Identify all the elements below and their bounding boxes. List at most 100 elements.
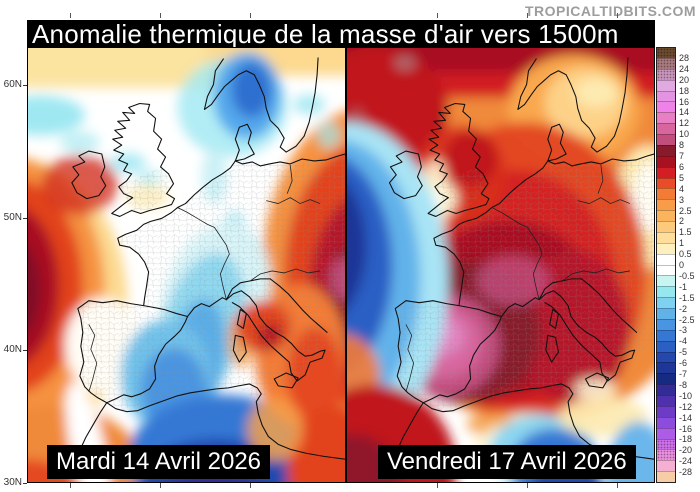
colorbar-label: -28: [679, 467, 693, 478]
colorbar-cell: [657, 177, 675, 189]
colorbar-cell: [657, 123, 675, 134]
title-banner: Anomalie thermique de la masse d'air ver…: [27, 20, 655, 48]
lon-tick-mark: [250, 483, 251, 488]
colorbar-label: 24: [679, 63, 690, 74]
lon-tick-mark: [617, 13, 618, 18]
lon-tick-mark: [160, 483, 161, 488]
page-title: Anomalie thermique de la masse d'air ver…: [32, 20, 619, 48]
colorbar-cell: [657, 112, 675, 124]
map-field-left: [28, 48, 345, 482]
colorbar-cell: [657, 90, 675, 102]
colorbar-cell: [657, 395, 675, 406]
colorbar-cell: [657, 318, 675, 330]
colorbar-label: 1: [679, 238, 685, 249]
latitude-axis: 60N 50N 40N 30N: [0, 0, 27, 492]
colorbar-label: -3: [679, 325, 688, 336]
colorbar-label: -10: [679, 390, 693, 401]
colorbar-cell: [657, 264, 675, 276]
colorbar-label: 7: [679, 151, 685, 161]
colorbar-label: -1.5: [679, 292, 695, 303]
colorbar-label: -6: [679, 358, 688, 369]
lat-label: 60N: [3, 79, 22, 90]
colorbar-label: -16: [679, 423, 693, 434]
colorbar-label: 12: [679, 118, 690, 129]
colorbar-cell: [657, 79, 675, 91]
colorbar-label: 6: [679, 161, 685, 172]
colorbar-label: 8: [679, 140, 685, 151]
colorbar-cell: [657, 373, 675, 385]
colorbar: [656, 47, 676, 483]
lon-tick-mark: [70, 13, 71, 18]
colorbar-cell: [657, 460, 675, 472]
colorbar-label: 10: [679, 129, 690, 140]
colorbar-label: 28: [679, 52, 690, 63]
colorbar-label: 4: [679, 183, 685, 194]
map-panel-left: [27, 47, 346, 483]
map-panel-right: [346, 47, 655, 483]
lat-tick-mark: [23, 85, 27, 86]
colorbar-cell: [657, 101, 675, 113]
colorbar-cell: [657, 275, 675, 287]
colorbar-label: 5: [679, 172, 685, 183]
colorbar-label: -7: [679, 369, 688, 379]
colorbar-cell: [657, 155, 675, 167]
map-field-right: [347, 48, 654, 482]
colorbar-cell: [657, 384, 675, 395]
colorbar-label: 2: [679, 216, 685, 227]
colorbar-label: -2: [679, 303, 688, 314]
colorbar-label: -0.5: [679, 270, 695, 281]
colorbar-label: -14: [679, 412, 693, 423]
colorbar-label: -4: [679, 336, 688, 347]
colorbar-cell: [657, 438, 675, 450]
colorbar-label: -12: [679, 401, 693, 412]
lon-tick-mark: [617, 483, 618, 488]
colorbar-label: -24: [679, 456, 693, 467]
colorbar-label: 18: [679, 85, 690, 96]
colorbar-cell: [657, 253, 675, 265]
lon-tick-mark: [527, 13, 528, 18]
colorbar-label: 20: [679, 74, 690, 85]
colorbar-cell: [657, 68, 675, 80]
lat-tick-mark: [23, 218, 27, 219]
colorbar-label: 0.5: [679, 249, 692, 260]
colorbar-label: 0: [679, 260, 685, 270]
colorbar-label: -18: [679, 434, 693, 445]
lon-tick-mark: [160, 13, 161, 18]
lon-tick-mark: [250, 13, 251, 18]
colorbar-label: -5: [679, 347, 688, 358]
lon-tick-mark: [70, 483, 71, 488]
colorbar-cell: [657, 362, 675, 374]
colorbar-cell: [657, 416, 675, 428]
colorbar-labels: 28 24 20 18 16 14 12 10 8 7 6 5 4 3 2.5 2 1.5 1 0.5 0 -0.5 -1…: [679, 47, 699, 489]
colorbar-cell: [657, 297, 675, 308]
colorbar-cell: [657, 308, 675, 319]
colorbar-cell: [657, 144, 675, 156]
colorbar-cell: [657, 57, 675, 69]
colorbar-cell: [657, 286, 675, 298]
colorbar-cell: [657, 351, 675, 363]
colorbar-cell: [657, 329, 675, 341]
colorbar-cell: [657, 166, 675, 178]
colorbar-label: -20: [679, 445, 693, 456]
colorbar-label: 2.5: [679, 205, 692, 216]
colorbar-label: -8: [679, 379, 688, 390]
colorbar-cell: [657, 242, 675, 254]
lat-label: 50N: [3, 212, 22, 223]
colorbar-cell: [657, 471, 675, 482]
colorbar-label: -1: [679, 281, 688, 292]
watermark: TROPICALTIDBITS.COM: [524, 3, 696, 19]
colorbar-cell: [657, 340, 675, 352]
colorbar-label: 14: [679, 107, 690, 118]
colorbar-cell: [657, 134, 675, 145]
colorbar-label: 3: [679, 194, 685, 205]
date-label-right: Vendredi 17 Avril 2026: [378, 445, 636, 479]
lon-tick-mark: [437, 483, 438, 488]
colorbar-cell: [657, 427, 675, 439]
lat-label: 40N: [3, 344, 22, 355]
colorbar-cell: [657, 188, 675, 200]
colorbar-label: -2.5: [679, 314, 695, 325]
date-label-left: Mardi 14 Avril 2026: [47, 445, 271, 479]
lat-tick-mark: [23, 483, 27, 484]
colorbar-label: 1.5: [679, 227, 692, 238]
